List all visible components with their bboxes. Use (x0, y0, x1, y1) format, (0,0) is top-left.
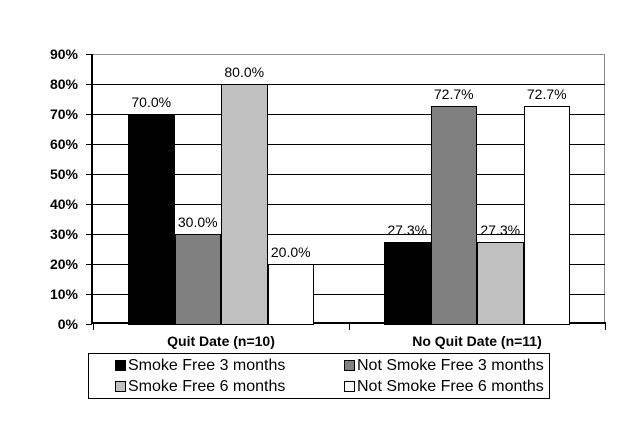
legend-label: Smoke Free 6 months (128, 377, 286, 395)
y-axis-tick-label: 90% (49, 46, 78, 62)
y-axis-tick-mark (86, 233, 92, 235)
y-axis-tick-mark (86, 113, 92, 115)
legend-label: Not Smoke Free 6 months (357, 377, 544, 395)
y-axis-tick-mark (86, 323, 92, 325)
y-axis-tick-label: 40% (49, 196, 78, 212)
bar-value-label: 70.0% (131, 94, 172, 110)
gridline (93, 203, 605, 205)
legend-item: Smoke Free 3 months (115, 357, 344, 375)
y-axis-tick-label: 60% (49, 136, 78, 152)
y-axis-tick-mark (86, 143, 92, 145)
bar-value-label: 27.3% (387, 222, 428, 239)
bar-value-label: 30.0% (177, 214, 218, 230)
y-axis-tick-mark (86, 263, 92, 265)
bar (174, 234, 221, 325)
x-axis-category-label: No Quit Date (n=11) (412, 333, 542, 349)
bar (477, 242, 524, 325)
x-axis-line (91, 322, 606, 324)
bar (430, 105, 477, 325)
y-axis-tick-mark (86, 203, 92, 205)
legend-swatch (344, 360, 355, 371)
y-axis-tick-mark (86, 83, 92, 85)
bar (267, 264, 314, 325)
y-axis-tick-label: 30% (49, 226, 78, 242)
bar (384, 242, 431, 325)
bar-value-label: 72.7% (526, 85, 567, 102)
y-axis-tick-label: 70% (49, 106, 78, 122)
legend-swatch (344, 381, 355, 392)
gridline (93, 233, 605, 235)
plot-area (93, 54, 605, 324)
gridline (93, 263, 605, 265)
bar-value-label: 72.7% (433, 85, 474, 102)
bar (221, 84, 268, 325)
legend-item: Not Smoke Free 3 months (344, 357, 549, 375)
y-axis-tick-mark (86, 293, 92, 295)
legend-swatch (115, 360, 126, 371)
legend-item: Smoke Free 6 months (115, 378, 344, 396)
legend-label: Smoke Free 3 months (128, 356, 286, 374)
gridline (93, 143, 605, 145)
bar-value-label: 80.0% (224, 64, 265, 80)
y-axis-tick-mark (86, 173, 92, 175)
y-axis-tick-label: 50% (49, 166, 78, 182)
y-axis-tick-label: 0% (57, 316, 78, 332)
bar (128, 114, 175, 325)
legend: Smoke Free 3 months Not Smoke Free 3 mont… (88, 353, 550, 399)
x-axis-tick-mark (604, 324, 606, 330)
gridline (93, 173, 605, 175)
y-axis-tick-label: 20% (49, 256, 78, 272)
gridline (93, 293, 605, 295)
gridline (93, 83, 605, 85)
y-axis-line (91, 54, 93, 324)
legend-item: Not Smoke Free 6 months (344, 378, 549, 396)
legend-swatch (115, 381, 126, 392)
bar-value-label: 20.0% (270, 244, 311, 260)
x-axis-tick-mark (348, 324, 350, 330)
x-axis-category-label: Quit Date (n=10) (167, 333, 275, 349)
y-axis-tick-label: 10% (49, 286, 78, 302)
bar (523, 105, 570, 325)
y-axis-tick-mark (86, 53, 92, 55)
y-axis-tick-label: 80% (49, 76, 78, 92)
legend-label: Not Smoke Free 3 months (357, 356, 544, 374)
bar-value-label: 27.3% (480, 222, 521, 239)
gridline (93, 113, 605, 115)
x-axis-tick-mark (92, 324, 94, 330)
